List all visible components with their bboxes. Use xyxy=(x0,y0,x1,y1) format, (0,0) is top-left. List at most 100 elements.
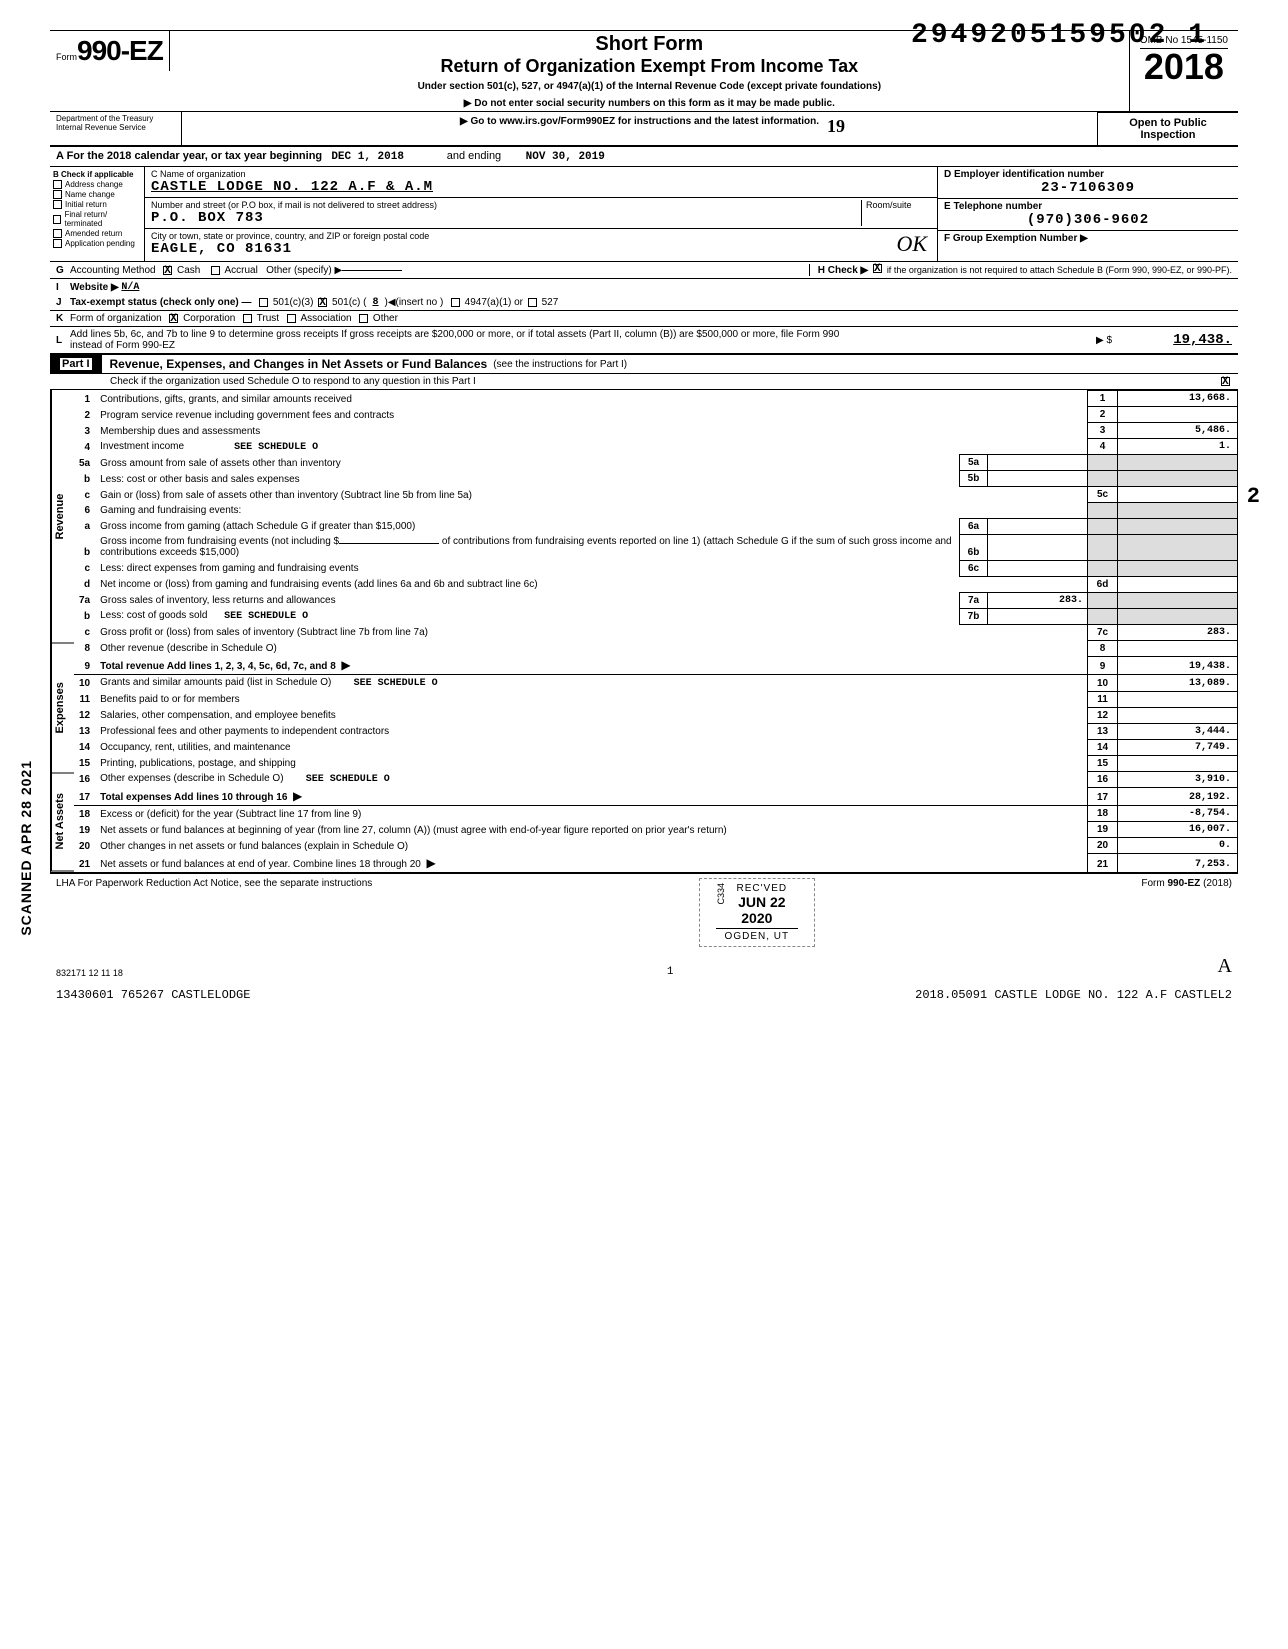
line-k-ltr: K xyxy=(56,313,70,324)
lha-notice: LHA For Paperwork Reduction Act Notice, … xyxy=(56,878,372,947)
cb-lbl-3: Final return/ terminated xyxy=(64,210,141,228)
r6a-desc: Gross income from gaming (attach Schedul… xyxy=(96,518,959,534)
cb-application-pending[interactable] xyxy=(53,239,62,248)
r4-val: 1. xyxy=(1118,439,1238,455)
tel-label: E Telephone number xyxy=(944,201,1232,212)
room-label: Room/suite xyxy=(866,200,931,210)
r11-bn: 11 xyxy=(1088,691,1118,707)
r7b-in: 7b xyxy=(960,608,988,624)
line-i-ltr: I xyxy=(56,282,70,293)
r17-arrow: ▶ xyxy=(293,789,302,803)
bottom-left-code: 13430601 765267 CASTLELODGE xyxy=(56,988,250,1002)
cb-lbl-4: Amended return xyxy=(65,229,122,238)
lbl-cash: Cash xyxy=(177,265,200,276)
r6a-shade2 xyxy=(1118,518,1238,534)
r5b-shade1 xyxy=(1088,471,1118,487)
r10-bn: 10 xyxy=(1088,675,1118,692)
col-c-org-info: C Name of organization CASTLE LODGE NO. … xyxy=(145,167,938,261)
cb-accrual[interactable] xyxy=(211,266,220,275)
cb-initial-return[interactable] xyxy=(53,200,62,209)
cb-schedule-o-part1[interactable] xyxy=(1221,377,1230,386)
cb-lbl-1: Name change xyxy=(65,190,115,199)
r6b-blank[interactable] xyxy=(339,543,439,544)
r14-num: 14 xyxy=(74,739,96,755)
cb-501c[interactable] xyxy=(318,298,327,307)
tab-revenue: Revenue xyxy=(51,390,74,644)
website-value: N/A xyxy=(121,282,139,293)
margin-mark-2: 2 xyxy=(1247,484,1260,509)
addr-label: Number and street (or P.O box, if mail i… xyxy=(151,200,861,210)
r15-desc: Printing, publications, postage, and shi… xyxy=(96,755,1087,771)
line-h: H Check ▶ if the organization is not req… xyxy=(809,264,1232,276)
tab-net-assets: Net Assets xyxy=(51,773,74,872)
r3-num: 3 xyxy=(74,423,96,439)
cb-address-change[interactable] xyxy=(53,180,62,189)
r18-desc: Excess or (deficit) for the year (Subtra… xyxy=(96,806,1087,822)
r6b-in: 6b xyxy=(960,534,988,560)
r12-val xyxy=(1118,707,1238,723)
col-b-checkboxes: B Check if applicable Address change Nam… xyxy=(50,167,145,261)
cb-cash[interactable] xyxy=(163,266,172,275)
501c-number: 8 xyxy=(366,297,384,308)
r5a-shade1 xyxy=(1088,455,1118,471)
subtitle: Under section 501(c), 527, or 4947(a)(1)… xyxy=(180,81,1119,92)
r13-val: 3,444. xyxy=(1118,723,1238,739)
r7b-shade2 xyxy=(1118,608,1238,624)
cb-501c3[interactable] xyxy=(259,298,268,307)
r6c-shade1 xyxy=(1088,560,1118,576)
r5b-shade2 xyxy=(1118,471,1238,487)
r17-desc: Total expenses Add lines 10 through 16 xyxy=(100,792,287,803)
cb-lbl-2: Initial return xyxy=(65,200,107,209)
cb-association[interactable] xyxy=(287,314,296,323)
part-i-header: Part I Revenue, Expenses, and Changes in… xyxy=(50,353,1238,374)
r12-bn: 12 xyxy=(1088,707,1118,723)
r4-note: SEE SCHEDULE O xyxy=(234,442,318,453)
note-url: ▶ Go to www.irs.gov/Form990EZ for instru… xyxy=(460,116,819,127)
other-method-line[interactable] xyxy=(342,270,402,271)
part-i-note: (see the instructions for Part I) xyxy=(487,359,627,370)
r16-val: 3,910. xyxy=(1118,771,1238,787)
r17-num: 17 xyxy=(74,787,96,806)
lbl-501c3: 501(c)(3) xyxy=(273,297,314,308)
r14-val: 7,749. xyxy=(1118,739,1238,755)
r5c-desc: Gain or (loss) from sale of assets other… xyxy=(96,487,1087,503)
line-l-value: 19,438. xyxy=(1112,332,1232,348)
open-to-public: Open to Public Inspection xyxy=(1098,112,1238,145)
cb-527[interactable] xyxy=(528,298,537,307)
cb-4947[interactable] xyxy=(451,298,460,307)
r8-num: 8 xyxy=(74,640,96,656)
cb-other-org[interactable] xyxy=(359,314,368,323)
r7b-note: SEE SCHEDULE O xyxy=(224,611,308,622)
r6a-iv xyxy=(988,518,1088,534)
r19-desc: Net assets or fund balances at beginning… xyxy=(96,822,1087,838)
cb-amended-return[interactable] xyxy=(53,229,62,238)
r8-desc: Other revenue (describe in Schedule O) xyxy=(96,640,1087,656)
r5c-bn: 5c xyxy=(1088,487,1118,503)
instructions-note: ▶ Go to www.irs.gov/Form990EZ for instru… xyxy=(182,112,1098,145)
r9-bn: 9 xyxy=(1088,656,1118,675)
r5c-num: c xyxy=(74,487,96,503)
r5b-iv xyxy=(988,471,1088,487)
r7a-shade1 xyxy=(1088,592,1118,608)
part-i-table: Revenue Expenses Net Assets 1Contributio… xyxy=(50,390,1238,874)
cb-schedule-b[interactable] xyxy=(873,264,882,273)
r3-desc: Membership dues and assessments xyxy=(96,423,959,439)
cb-corporation[interactable] xyxy=(169,314,178,323)
r6c-desc: Less: direct expenses from gaming and fu… xyxy=(96,560,959,576)
r9-val: 19,438. xyxy=(1118,656,1238,675)
cb-name-change[interactable] xyxy=(53,190,62,199)
cb-trust[interactable] xyxy=(243,314,252,323)
r15-num: 15 xyxy=(74,755,96,771)
r7b-desc: Less: cost of goods sold xyxy=(100,610,207,621)
cb-final-return[interactable] xyxy=(53,215,61,224)
line-i: I Website ▶ N/A xyxy=(50,279,1238,295)
line-j-ltr: J xyxy=(56,297,70,308)
org-name: CASTLE LODGE NO. 122 A.F & A.M xyxy=(151,179,931,195)
bottom-line: 13430601 765267 CASTLELODGE 2018.05091 C… xyxy=(50,982,1238,1008)
r8-bn: 8 xyxy=(1088,640,1118,656)
r7c-desc: Gross profit or (loss) from sales of inv… xyxy=(96,624,1087,640)
r7b-iv xyxy=(988,608,1088,624)
line-h-tail: if the organization is not required to a… xyxy=(887,265,1232,275)
main-title: Return of Organization Exempt From Incom… xyxy=(180,56,1119,77)
line-h-label: H Check ▶ xyxy=(818,265,868,276)
